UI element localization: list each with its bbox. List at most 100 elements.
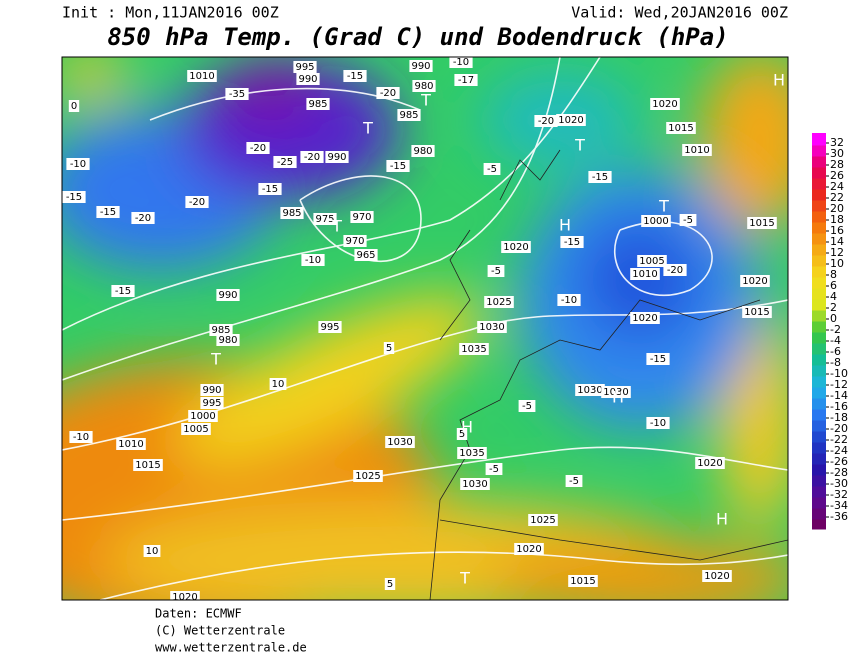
contour-label: 1025 [355,471,380,482]
contour-label: 1010 [189,71,214,82]
label-box [740,275,770,287]
label-box [350,211,374,223]
colorbar-label: -6 [830,345,841,358]
contour-label: 1025 [530,515,555,526]
label-box [318,321,342,333]
contour-label: 1020 [704,571,729,582]
contour-label: -15 [100,207,116,218]
contour-label: 1020 [172,592,197,603]
label-box [454,74,478,86]
label-box [641,215,671,227]
contour-label: -15 [592,172,608,183]
contour-label: 1020 [742,276,767,287]
label-box [411,145,435,157]
contour-label: 970 [352,212,371,223]
label-box [68,100,80,112]
label-box [133,459,163,471]
contour-label: 990 [327,152,346,163]
label-box [409,60,433,72]
label-box [376,87,400,99]
colorbar-label: 18 [830,213,844,226]
label-box [459,343,489,355]
contour-label: 995 [320,322,339,333]
pressure-center-symbol: H [716,510,728,529]
contour-label: 1020 [652,99,677,110]
colorbar-label: 2 [830,301,837,314]
label-box [666,122,696,134]
contour-label: -10 [453,57,469,68]
colorbar-label: 32 [830,136,844,149]
colorbar-label: -16 [830,400,848,413]
footer-text: (C) Wetterzentrale [155,624,285,638]
label-box [258,183,282,195]
map-title: 850 hPa Temp. (Grad C) und Bodendruck (h… [107,23,728,51]
contour-label: 1020 [632,313,657,324]
label-box [131,212,155,224]
contour-label: 5 [386,343,392,354]
contour-label: -20 [304,152,320,163]
contour-label: 990 [298,74,317,85]
label-box [111,285,135,297]
label-box [246,142,270,154]
label-box [225,88,249,100]
contour-label: -5 [489,464,499,475]
contour-label: 990 [411,61,430,72]
label-box [383,342,395,354]
colorbar-label: -20 [830,422,848,435]
contour-label: 1030 [577,385,602,396]
colorbar-label: 20 [830,202,844,215]
colorbar-band [812,409,826,421]
label-box [702,570,732,582]
label-box [695,457,725,469]
colorbar-label: -36 [830,510,848,523]
label-box [200,397,224,409]
label-box [679,214,697,226]
contour-label: 985 [211,325,230,336]
contour-label: 985 [282,208,301,219]
colorbar-band [812,145,826,157]
contour-label: 0 [71,101,77,112]
label-box [534,115,558,127]
label-box [565,475,583,487]
pressure-center-symbol: T [459,569,470,588]
contour-label: 1005 [639,256,664,267]
colorbar-band [812,431,826,443]
colorbar-label: -8 [830,356,841,369]
label-box [353,470,383,482]
label-box [216,334,240,346]
label-box [188,410,218,422]
colorbar-label: 30 [830,147,844,160]
label-box [601,386,631,398]
colorbar-label: -26 [830,455,848,468]
colorbar-band [812,343,826,355]
label-box [296,73,320,85]
contour-label: 1015 [668,123,693,134]
label-box [66,158,90,170]
colorbar-band [812,365,826,377]
colorbar-band [812,277,826,289]
contour-label: -5 [683,215,693,226]
contour-label: 1015 [570,576,595,587]
contour-label: -5 [487,164,497,175]
colorbar-label: -24 [830,444,848,457]
label-box [637,255,667,267]
colorbar-band [812,321,826,333]
colorbar-label: -22 [830,433,848,446]
label-box [325,151,349,163]
contour-label: -25 [277,157,293,168]
label-box [69,431,93,443]
pressure-center-symbol: T [658,197,669,216]
contour-label: 995 [295,62,314,73]
contour-label: 1010 [632,269,657,280]
colorbar-band [812,156,826,168]
contour-label: -15 [650,354,666,365]
label-box [96,206,120,218]
contour-label: 1000 [190,411,215,422]
contour-label: -10 [650,418,666,429]
colorbar-label: 12 [830,246,844,259]
colorbar-label: -32 [830,488,848,501]
colorbar-band [812,519,826,530]
label-box [313,213,337,225]
colorbar-band [812,288,826,300]
label-box [457,447,487,459]
